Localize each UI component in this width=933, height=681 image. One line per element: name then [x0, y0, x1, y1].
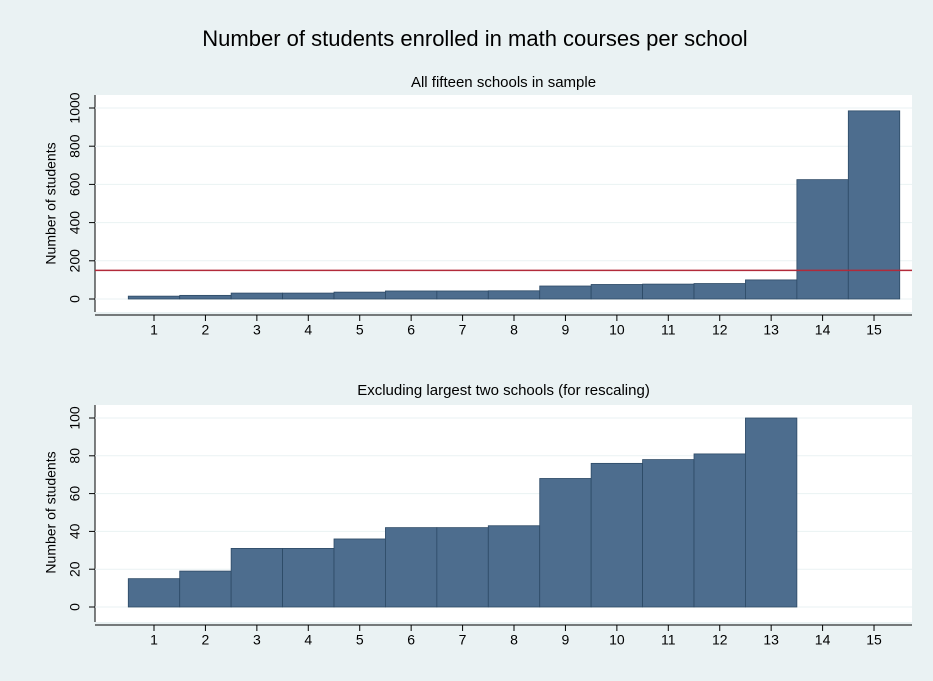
- x-tick-label: 4: [304, 322, 312, 338]
- x-tick-label: 13: [763, 632, 779, 648]
- y-tick-label: 400: [67, 211, 83, 235]
- bar: [282, 292, 335, 300]
- x-tick-label: 5: [356, 322, 364, 338]
- x-tick-label: 9: [562, 322, 570, 338]
- x-tick-label: 11: [661, 632, 676, 648]
- x-tick-label: 7: [459, 322, 467, 338]
- y-tick-label: 0: [67, 603, 83, 611]
- subplot-title: Excluding largest two schools (for resca…: [357, 382, 650, 399]
- x-tick-label: 4: [304, 632, 312, 648]
- y-tick-label: 0: [67, 295, 83, 303]
- bar: [436, 527, 489, 608]
- bar: [590, 462, 643, 608]
- bar: [333, 538, 386, 608]
- bar: [487, 525, 541, 608]
- x-tick-label: 1: [150, 632, 158, 648]
- bar: [745, 417, 798, 608]
- y-tick-label: 600: [67, 173, 83, 197]
- x-tick-label: 8: [510, 632, 518, 648]
- x-tick-label: 7: [459, 632, 467, 648]
- bar: [642, 459, 695, 608]
- x-tick-label: 2: [202, 322, 210, 338]
- x-tick-label: 10: [609, 632, 625, 648]
- x-tick-label: 2: [202, 632, 210, 648]
- bar: [179, 570, 232, 608]
- bar: [127, 578, 181, 608]
- bar: [282, 548, 335, 608]
- chart-title: Number of students enrolled in math cour…: [202, 26, 747, 51]
- y-axis-title: Number of students: [43, 451, 59, 573]
- x-tick-label: 1: [150, 322, 158, 338]
- x-tick-label: 15: [866, 322, 882, 338]
- x-tick-label: 11: [661, 322, 676, 338]
- bar: [333, 291, 386, 300]
- bar: [230, 292, 283, 300]
- x-tick-label: 6: [407, 632, 415, 648]
- x-tick-label: 13: [763, 322, 779, 338]
- bar: [385, 527, 438, 608]
- bar: [487, 290, 541, 300]
- x-tick-label: 15: [866, 632, 882, 648]
- x-tick-label: 3: [253, 632, 261, 648]
- x-tick-label: 14: [815, 632, 831, 648]
- x-tick-label: 5: [356, 632, 364, 648]
- x-tick-label: 9: [562, 632, 570, 648]
- bar: [230, 548, 283, 608]
- x-tick-label: 3: [253, 322, 261, 338]
- bar: [436, 290, 489, 300]
- bar: [642, 283, 695, 300]
- x-tick-label: 8: [510, 322, 518, 338]
- x-tick-label: 14: [815, 322, 831, 338]
- y-tick-label: 20: [67, 561, 83, 577]
- bar: [590, 284, 643, 300]
- y-tick-label: 200: [67, 249, 83, 273]
- bar: [847, 110, 901, 300]
- y-tick-label: 80: [67, 448, 83, 464]
- plot-region: [95, 95, 912, 312]
- x-tick-label: 12: [712, 322, 728, 338]
- bar: [539, 285, 592, 300]
- subplot-title: All fifteen schools in sample: [411, 74, 596, 91]
- x-tick-label: 10: [609, 322, 625, 338]
- y-tick-label: 800: [67, 134, 83, 158]
- x-tick-label: 12: [712, 632, 728, 648]
- bar: [796, 179, 849, 300]
- bar: [539, 478, 592, 608]
- y-tick-label: 100: [67, 406, 83, 430]
- bar: [693, 453, 746, 608]
- y-tick-label: 60: [67, 486, 83, 502]
- bar: [385, 290, 438, 300]
- bar: [179, 294, 232, 300]
- y-tick-label: 40: [67, 523, 83, 539]
- bar: [745, 279, 798, 300]
- bar: [693, 283, 746, 300]
- bar: [127, 295, 181, 300]
- x-tick-label: 6: [407, 322, 415, 338]
- y-tick-label: 1000: [67, 92, 83, 123]
- y-axis-title: Number of students: [43, 142, 59, 264]
